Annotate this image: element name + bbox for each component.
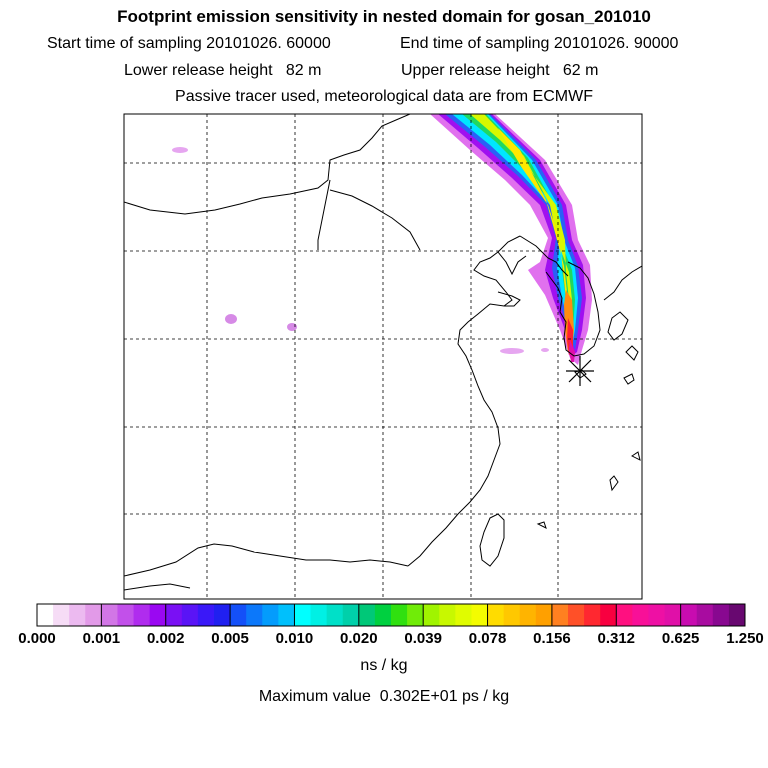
- coastlines-and-borders: [124, 114, 642, 591]
- colorbar-tick-label: 0.078: [468, 630, 507, 647]
- colorbar: [36, 603, 746, 627]
- colorbar-swatch: [197, 604, 215, 626]
- colorbar-swatch: [69, 604, 86, 626]
- colorbar-swatch: [391, 604, 408, 626]
- colorbar-swatch: [326, 604, 344, 626]
- colorbar-swatch: [551, 604, 569, 626]
- colorbar-swatch: [342, 604, 360, 626]
- colorbar-swatch: [310, 604, 328, 626]
- colorbar-tick-label: 0.000: [18, 630, 56, 647]
- colorbar-unit: ns / kg: [360, 657, 408, 674]
- colorbar-swatch: [439, 604, 456, 626]
- colorbar-tick-label: 0.625: [661, 630, 700, 647]
- upper-release-text: Upper release height 62 m: [401, 62, 599, 79]
- colorbar-swatch: [680, 604, 698, 626]
- colorbar-swatch: [165, 604, 183, 626]
- colorbar-swatch: [278, 604, 295, 626]
- colorbar-swatch: [358, 604, 376, 626]
- colorbar-tick-label: 0.312: [597, 630, 636, 647]
- colorbar-swatch: [133, 604, 151, 626]
- emission-footprint-plume: [172, 114, 592, 365]
- colorbar-swatch: [503, 604, 521, 626]
- colorbar-tick-label: 0.020: [340, 630, 378, 647]
- colorbar-tick-label: 0.039: [404, 630, 442, 647]
- colorbar-swatch: [648, 604, 666, 626]
- colorbar-swatch: [230, 604, 247, 626]
- colorbar-tick-label: 0.010: [275, 630, 314, 647]
- colorbar-swatch: [294, 604, 312, 626]
- colorbar-swatch: [246, 604, 263, 626]
- map-frame: [123, 113, 643, 600]
- lat-lon-grid: [124, 114, 642, 599]
- colorbar-tick-label: 0.002: [146, 630, 185, 647]
- receptor-marker: [566, 356, 594, 386]
- colorbar-swatch: [535, 604, 553, 626]
- colorbar-swatch: [53, 604, 70, 626]
- colorbar-swatch: [664, 604, 682, 626]
- colorbar-tick-label: 0.001: [82, 630, 121, 647]
- colorbar-swatch: [374, 604, 392, 626]
- colorbar-swatch: [632, 604, 649, 626]
- colorbar-swatch: [117, 604, 135, 626]
- colorbar-swatch: [568, 604, 585, 626]
- colorbar-border: [36, 603, 746, 627]
- main-title: Footprint emission sensitivity in nested…: [117, 7, 651, 26]
- colorbar-swatch: [519, 604, 537, 626]
- start-sampling-text: Start time of sampling 20101026. 60000: [47, 35, 331, 52]
- colorbar-swatch: [728, 604, 746, 626]
- colorbar-swatch: [85, 604, 102, 626]
- colorbar-swatch: [423, 604, 440, 626]
- colorbar-swatch: [455, 604, 472, 626]
- end-sampling-text: End time of sampling 20101026. 90000: [400, 35, 679, 52]
- colorbar-swatch: [487, 604, 505, 626]
- max-value-text: Maximum value 0.302E+01 ps / kg: [258, 688, 510, 705]
- colorbar-swatch: [407, 604, 424, 626]
- colorbar-swatch: [37, 604, 54, 626]
- colorbar-swatch: [471, 604, 489, 626]
- colorbar-swatch: [214, 604, 231, 626]
- colorbar-tick-label: 0.156: [533, 630, 571, 647]
- colorbar-swatch: [616, 604, 633, 626]
- colorbar-swatch: [712, 604, 730, 626]
- colorbar-swatch: [181, 604, 199, 626]
- colorbar-swatch: [584, 604, 601, 626]
- colorbar-swatch: [149, 604, 167, 626]
- colorbar-tick-label: 1.250: [726, 630, 764, 647]
- map-area: [124, 114, 642, 599]
- lower-release-text: Lower release height 82 m: [124, 62, 322, 79]
- tracer-info-text: Passive tracer used, meteorological data…: [175, 88, 593, 105]
- colorbar-swatch: [262, 604, 279, 626]
- colorbar-swatch: [101, 604, 118, 626]
- colorbar-swatch: [696, 604, 714, 626]
- colorbar-swatch: [600, 604, 617, 626]
- colorbar-tick-label: 0.005: [211, 630, 249, 647]
